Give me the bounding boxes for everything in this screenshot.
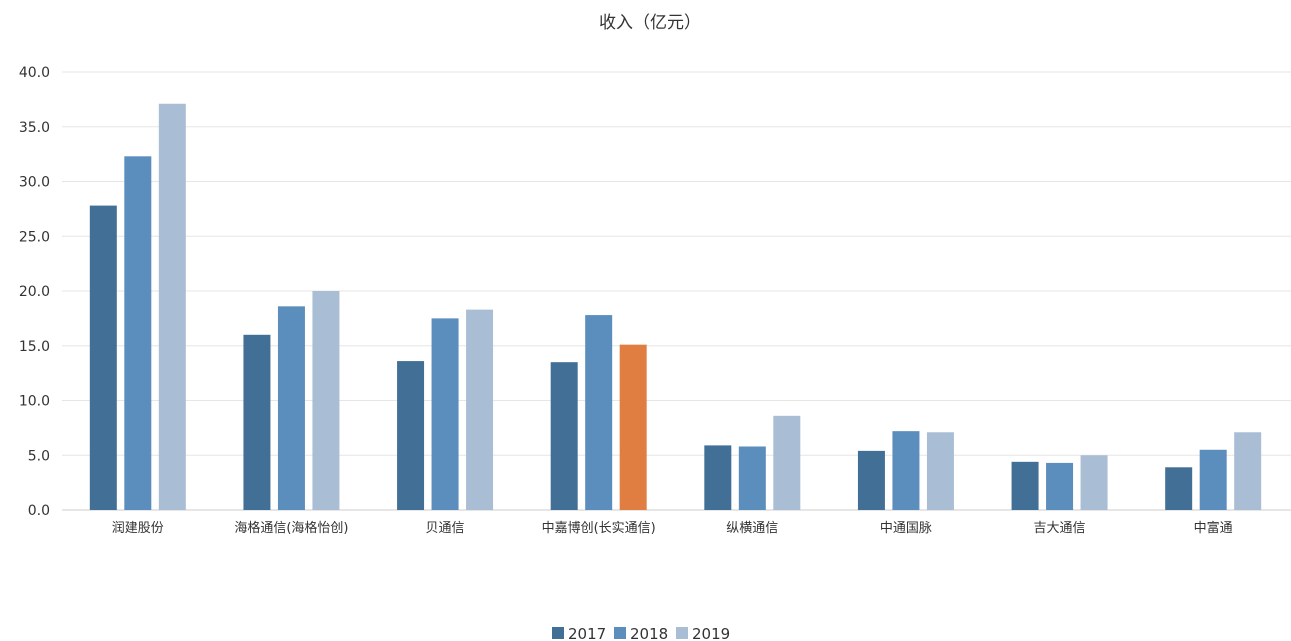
x-tick-label: 吉大通信 bbox=[1034, 521, 1086, 536]
bar-2019 bbox=[466, 309, 494, 510]
y-tick-label: 35.0 bbox=[19, 120, 50, 136]
legend-swatch bbox=[614, 627, 626, 639]
x-axis-ticks: 润建股份 海格通信(海格怡创) 贝通信 中嘉博创(长实通信) 纵横通信 中通国脉 吉大通信 中… bbox=[112, 520, 1233, 536]
bar-2017 bbox=[1011, 461, 1039, 510]
bar-2017 bbox=[550, 362, 578, 510]
y-tick-label: 10.0 bbox=[19, 394, 50, 410]
bar-2017 bbox=[1165, 467, 1193, 510]
y-tick-label: 15.0 bbox=[19, 339, 50, 355]
x-tick-label: 润建股份 bbox=[112, 521, 164, 536]
legend: 2017 2018 2019 bbox=[552, 625, 730, 641]
bar-2019 bbox=[619, 344, 647, 510]
bar-2017 bbox=[857, 450, 885, 510]
bar-2019 bbox=[926, 432, 954, 510]
bar-2018 bbox=[738, 446, 766, 510]
y-tick-label: 20.0 bbox=[19, 284, 50, 300]
bar-2018 bbox=[277, 306, 305, 510]
bar-2018 bbox=[585, 315, 613, 510]
bar-2019 bbox=[158, 103, 186, 510]
bar-2017 bbox=[89, 205, 117, 510]
grid-layer: 0.0 5.0 10.0 15.0 20.0 25.0 30.0 35.0 40.0 bbox=[19, 65, 1291, 519]
bar-2018 bbox=[124, 156, 152, 510]
bar-2018 bbox=[431, 318, 459, 510]
x-tick-label: 海格通信(海格怡创) bbox=[234, 520, 348, 536]
y-tick-label: 5.0 bbox=[28, 448, 50, 464]
legend-label: 2018 bbox=[630, 625, 668, 641]
legend-swatch bbox=[676, 627, 688, 639]
legend-label: 2017 bbox=[568, 625, 606, 641]
legend-label: 2019 bbox=[692, 625, 730, 641]
chart-title: 收入（亿元） bbox=[599, 13, 701, 33]
bar-2018 bbox=[892, 431, 920, 510]
bar-2017 bbox=[397, 361, 425, 510]
bar-2017 bbox=[704, 445, 732, 510]
x-tick-label: 中嘉博创(长实通信) bbox=[542, 521, 656, 536]
x-tick-label: 中通国脉 bbox=[880, 521, 932, 536]
bar-2018 bbox=[1199, 449, 1227, 510]
y-tick-label: 0.0 bbox=[28, 503, 50, 519]
bar-2018 bbox=[1046, 462, 1074, 510]
bar-2019 bbox=[773, 415, 801, 510]
bar-2017 bbox=[243, 334, 271, 510]
bar-2019 bbox=[312, 291, 340, 510]
y-tick-label: 30.0 bbox=[19, 175, 50, 191]
bars-layer bbox=[89, 103, 1262, 510]
bar-2019 bbox=[1080, 455, 1108, 510]
legend-swatch bbox=[552, 627, 564, 639]
y-tick-label: 40.0 bbox=[19, 65, 50, 81]
x-tick-label: 中富通 bbox=[1194, 520, 1233, 536]
bar-2019 bbox=[1234, 432, 1262, 510]
y-tick-label: 25.0 bbox=[19, 229, 50, 245]
x-tick-label: 贝通信 bbox=[426, 521, 465, 536]
x-tick-label: 纵横通信 bbox=[726, 521, 778, 536]
